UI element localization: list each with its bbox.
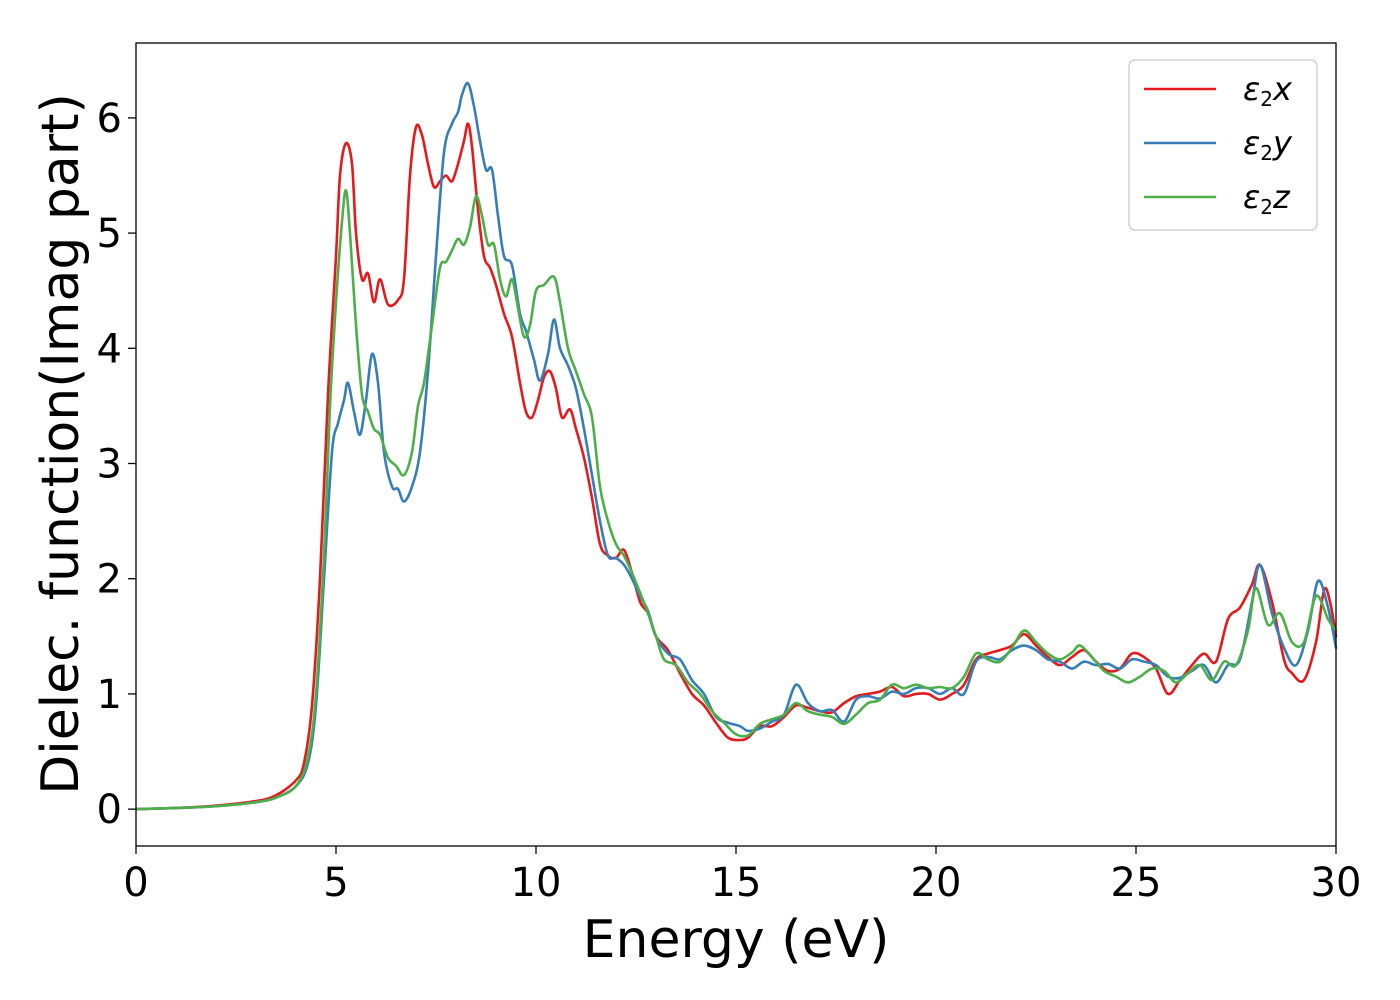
legend: ε2x ε2y ε2z: [1128, 59, 1318, 231]
y-tick-label: 5: [97, 211, 122, 257]
x-axis-ticks: 0 5 10 15 20 25 30: [123, 846, 1361, 906]
legend-box: [1128, 59, 1318, 231]
legend-label-x: ε2x: [1243, 70, 1293, 111]
x-tick-label: 0: [123, 860, 148, 906]
legend-label-z: ε2z: [1243, 178, 1291, 219]
y-tick-label: 2: [97, 557, 122, 603]
y-tick-label: 4: [97, 326, 122, 372]
x-tick-label: 5: [323, 860, 348, 906]
legend-label-y: ε2y: [1243, 124, 1293, 165]
y-tick-label: 0: [97, 787, 122, 833]
x-tick-label: 30: [1311, 860, 1362, 906]
series-line-z: [134, 189, 1338, 811]
y-axis-title: Dielec. function(Imag part): [31, 93, 91, 795]
x-axis-title: Energy (eV): [583, 910, 890, 970]
legend-entries: ε2x ε2y ε2z: [1144, 70, 1293, 219]
x-tick-label: 25: [1111, 860, 1162, 906]
series-layer: [134, 81, 1338, 811]
y-tick-label: 6: [97, 96, 122, 142]
x-tick-label: 10: [511, 860, 562, 906]
x-tick-label: 20: [911, 860, 962, 906]
x-tick-label: 15: [711, 860, 762, 906]
y-tick-label: 1: [97, 672, 122, 718]
y-axis-ticks: 0 1 2 3 4 5 6: [97, 96, 136, 833]
y-tick-label: 3: [97, 442, 122, 488]
